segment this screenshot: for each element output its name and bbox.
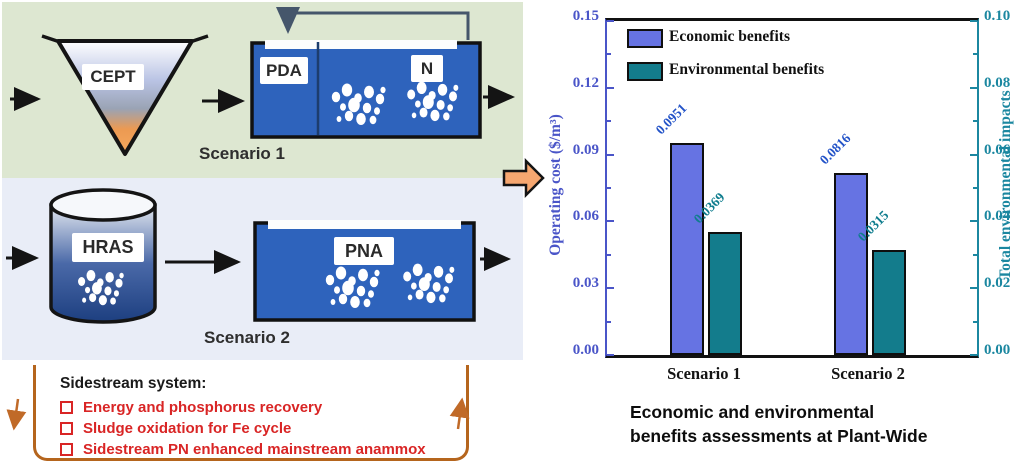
left-axis-minor-tick — [607, 253, 611, 256]
chart-caption-line2: benefits assessments at Plant-Wide — [630, 426, 928, 447]
legend-label: Economic benefits — [669, 28, 790, 45]
hras-cylinder-top — [49, 188, 157, 222]
left-tick-label: 0.15 — [572, 8, 599, 24]
sidestream-item: Energy and phosphorus recovery — [60, 397, 466, 418]
scenario1-caption: Scenario 1 — [199, 144, 285, 163]
left-axis-tick — [607, 354, 614, 356]
return-arrow-up-icon — [449, 397, 470, 430]
left-axis-tick — [607, 153, 614, 156]
pda-label: PDA — [260, 57, 308, 84]
bar-economic-2 — [834, 173, 868, 355]
scenario1-diagram — [10, 7, 515, 156]
left-axis-minor-tick — [607, 187, 611, 189]
scenario2-caption: Scenario 2 — [204, 328, 290, 347]
x-category-label: Scenario 2 — [831, 364, 905, 383]
right-tick-label: 0.04 — [984, 208, 1011, 225]
right-axis-tick — [970, 86, 977, 89]
bar-economic-1 — [670, 143, 704, 355]
legend-label: Environmental benefits — [669, 61, 825, 78]
left-axis-tick — [607, 287, 614, 290]
right-axis-title: Total environmental impacts — [997, 90, 1014, 280]
left-axis-tick — [607, 220, 614, 223]
left-axis-minor-tick — [607, 320, 611, 323]
bubbles — [78, 270, 124, 306]
scenario2-panel: HRAS PNA Scenario 2 — [2, 178, 523, 360]
sidestream-item: Sidestream PN enhanced mainstream anammo… — [60, 439, 466, 460]
right-axis-tick — [970, 220, 977, 223]
sidestream-item-text: Sludge oxidation for Fe cycle — [83, 420, 292, 437]
left-axis-tick — [607, 20, 614, 22]
left-tick-label: 0.06 — [572, 208, 599, 225]
left-axis-tick — [607, 86, 614, 89]
scenario1-panel: CEPT PDA N Scenario 1 — [2, 2, 523, 178]
recycle-pipe-arrow — [276, 7, 470, 40]
left-tick-label: 0.00 — [572, 342, 599, 358]
pna-label: PNA — [334, 237, 394, 265]
sidestream-title: Sidestream system: — [60, 375, 207, 392]
left-tick-label: 0.12 — [572, 74, 599, 91]
legend-swatch — [627, 62, 663, 81]
right-axis-minor-tick — [973, 120, 977, 123]
return-arrow-down-icon — [6, 398, 27, 431]
n-label: N — [411, 55, 443, 82]
cept-label: CEPT — [82, 64, 144, 90]
to-chart-block-arrow-icon — [502, 157, 545, 199]
bubbles — [331, 83, 386, 125]
bar-environmental-1 — [708, 231, 742, 355]
chart-caption: Economic and environmental benefits asse… — [630, 400, 1025, 448]
square-bullet-icon — [60, 443, 73, 456]
cept-clarifier-funnel — [56, 39, 194, 156]
legend-swatch — [627, 29, 663, 48]
right-tick-label: 0.08 — [984, 74, 1011, 91]
left-axis-minor-tick — [607, 120, 611, 123]
x-category-label: Scenario 1 — [667, 364, 741, 383]
square-bullet-icon — [60, 422, 73, 435]
tank-rim — [265, 40, 457, 49]
right-axis-minor-tick — [973, 253, 977, 256]
sidestream-item: Sludge oxidation for Fe cycle — [60, 418, 466, 439]
right-axis-tick — [970, 20, 977, 22]
right-axis-tick — [970, 287, 977, 290]
left-tick-label: 0.09 — [572, 141, 599, 158]
benefits-bar-chart: 0.0951 0.0369 0.0816 0.0315 Economic benefit… — [545, 0, 1026, 467]
right-axis-minor-tick — [973, 320, 977, 323]
right-tick-label: 0.06 — [984, 141, 1011, 158]
right-axis-tick — [970, 153, 977, 156]
right-tick-label: 0.02 — [984, 275, 1011, 292]
right-axis-minor-tick — [973, 187, 977, 189]
right-axis-tick — [970, 354, 977, 356]
right-tick-label: 0.10 — [984, 8, 1011, 24]
left-tick-label: 0.03 — [572, 275, 599, 292]
right-tick-label: 0.00 — [984, 342, 1011, 358]
chart-caption-line1: Economic and environmental — [630, 402, 875, 422]
sidestream-item-text: Sidestream PN enhanced mainstream anammo… — [83, 441, 426, 458]
bar-value-label: 0.0816 — [816, 130, 854, 168]
left-axis-title: Operating cost ($/m³) — [547, 114, 564, 256]
bar-value-label: 0.0951 — [652, 100, 690, 138]
bar-environmental-2 — [872, 249, 906, 355]
bubbles — [325, 266, 380, 308]
square-bullet-icon — [60, 401, 73, 414]
bubbles — [403, 263, 455, 304]
bubbles — [407, 81, 459, 122]
plot-area: 0.0951 0.0369 0.0816 0.0315 Economic benefit… — [605, 18, 979, 358]
tank-rim — [268, 220, 461, 229]
hras-label: HRAS — [72, 233, 144, 262]
right-axis-minor-tick — [973, 53, 977, 56]
sidestream-box: Sidestream system: Energy and phosphorus… — [33, 365, 469, 461]
sidestream-item-text: Energy and phosphorus recovery — [83, 399, 323, 416]
left-axis-minor-tick — [607, 53, 611, 56]
